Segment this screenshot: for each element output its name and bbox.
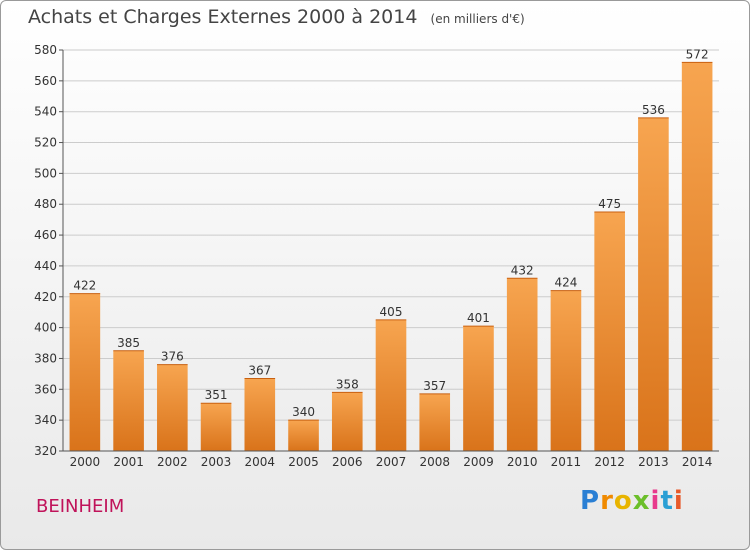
logo-letter: i	[650, 486, 661, 516]
data-label: 357	[423, 379, 446, 393]
bar-2000	[69, 293, 101, 451]
y-tick-label: 540	[34, 105, 57, 119]
bar-2003	[200, 403, 232, 451]
y-tick-label: 460	[34, 228, 57, 242]
data-label: 340	[292, 405, 315, 419]
x-tick-label: 2008	[419, 455, 450, 469]
x-tick-label: 2010	[507, 455, 538, 469]
data-label: 358	[336, 377, 359, 391]
city-name: BEINHEIM	[36, 496, 125, 517]
y-tick-label: 520	[34, 136, 57, 150]
y-tick-label: 500	[34, 166, 57, 180]
x-tick-label: 2001	[113, 455, 144, 469]
bar-2008	[419, 393, 451, 451]
logo-letter: o	[613, 486, 633, 516]
y-tick-label: 420	[34, 290, 57, 304]
logo-letter: r	[600, 486, 614, 516]
x-tick-label: 2003	[201, 455, 232, 469]
data-label: 351	[205, 388, 228, 402]
data-label: 475	[598, 197, 621, 211]
x-tick-label: 2009	[463, 455, 494, 469]
bar-2004	[244, 378, 276, 451]
x-tick-label: 2006	[332, 455, 363, 469]
x-tick-label: 2004	[245, 455, 276, 469]
x-tick-label: 2005	[288, 455, 319, 469]
data-label: 367	[248, 364, 271, 378]
y-tick-label: 400	[34, 321, 57, 335]
bar-2002	[157, 364, 188, 451]
data-label: 376	[161, 350, 184, 364]
x-tick-label: 2014	[682, 455, 713, 469]
data-label: 405	[380, 305, 403, 319]
y-tick-label: 440	[34, 259, 57, 273]
x-tick-label: 2002	[157, 455, 188, 469]
data-label: 401	[467, 311, 490, 325]
unit-label: (en milliers d'€)	[430, 12, 525, 26]
y-tick-label: 580	[34, 43, 57, 57]
logo-letter: t	[660, 486, 674, 516]
x-tick-label: 2007	[376, 455, 407, 469]
bar-2005	[288, 420, 319, 451]
x-tick-label: 2011	[551, 455, 582, 469]
bar-2012	[594, 211, 625, 451]
logo-letter: P	[580, 486, 601, 516]
x-tick-label: 2013	[638, 455, 669, 469]
data-label: 432	[511, 263, 534, 277]
bar-2009	[463, 326, 494, 451]
bar-2007	[375, 319, 407, 451]
data-label: 424	[554, 276, 577, 290]
bar-2013	[638, 117, 669, 451]
bar-2011	[550, 290, 582, 451]
chart-title-block: Achats et Charges Externes 2000 à 2014 (…	[28, 6, 525, 28]
y-tick-label: 480	[34, 197, 57, 211]
proxiti-logo: Proxiti	[580, 486, 684, 516]
y-tick-label: 560	[34, 74, 57, 88]
data-label: 385	[117, 336, 140, 350]
chart-title: Achats et Charges Externes 2000 à 2014	[28, 6, 418, 28]
logo-letter: i	[673, 486, 684, 516]
y-tick-label: 360	[34, 382, 57, 396]
logo-letter: x	[632, 486, 651, 516]
data-label: 422	[73, 279, 96, 293]
x-tick-label: 2012	[594, 455, 625, 469]
bar-2006	[331, 392, 363, 451]
bar-2001	[113, 350, 144, 451]
y-tick-label: 320	[34, 444, 57, 458]
x-tick-label: 2000	[70, 455, 101, 469]
y-tick-label: 380	[34, 351, 57, 365]
data-label: 536	[642, 103, 665, 117]
bar-2010	[506, 278, 538, 451]
data-label: 572	[686, 47, 709, 61]
y-tick-label: 340	[34, 413, 57, 427]
bar-2014	[681, 62, 713, 451]
